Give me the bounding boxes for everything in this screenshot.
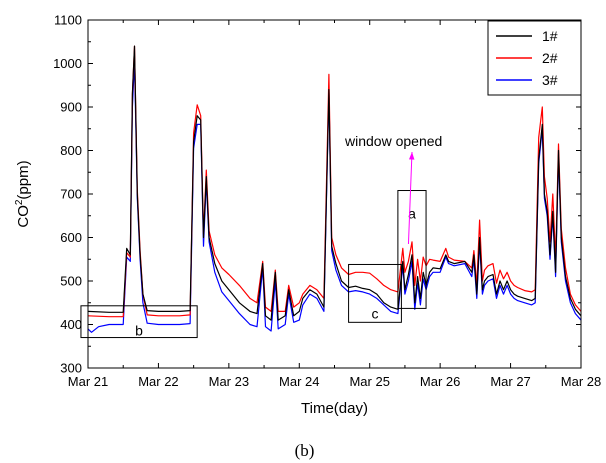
x-tick-label: Mar 28	[561, 374, 601, 389]
figure-caption: (b)	[295, 441, 315, 460]
y-axis-title: CO2(ppm)	[14, 160, 32, 227]
annotation-label-a: a	[408, 206, 416, 222]
x-tick-label: Mar 27	[490, 374, 530, 389]
annotation-box-c	[348, 263, 402, 323]
legend-label-1: 1#	[542, 28, 558, 44]
y-tick-label: 800	[60, 143, 82, 158]
y-tick-label: 1100	[54, 13, 82, 28]
y-tick-label: 300	[60, 361, 82, 376]
y-tick-label: 700	[60, 187, 82, 202]
x-tick-label: Mar 24	[279, 374, 319, 389]
series-line-3	[88, 60, 581, 333]
annotation-label-c: c	[371, 305, 378, 321]
legend-label-2: 2#	[542, 50, 558, 66]
y-tick-label: 500	[60, 274, 82, 289]
legend: 1# 2# 3#	[487, 20, 582, 96]
y-tick-label: 900	[60, 100, 82, 115]
y-axis-ticks: 300 400 500 600 700 800 900 1000 1100	[53, 13, 581, 376]
y-axis-title-base: CO	[15, 205, 32, 228]
y-tick-label: 400	[60, 317, 82, 332]
y-axis-title-unit: (ppm)	[15, 160, 32, 199]
window-opened-arrow	[407, 151, 413, 245]
annotation-box-b	[80, 305, 198, 339]
x-tick-label: Mar 26	[420, 374, 460, 389]
legend-label-3: 3#	[542, 72, 558, 88]
y-tick-label: 600	[60, 230, 82, 245]
x-axis-ticks: Mar 21 Mar 22 Mar 23 Mar 24 Mar 25 Mar 26 Mar …	[68, 20, 601, 389]
y-axis-title-superscript: 2	[14, 199, 25, 205]
y-tick-label: 1000	[53, 56, 82, 71]
annotation-label-b: b	[135, 323, 143, 339]
x-axis-title: Time(day)	[301, 400, 368, 417]
annotation-box-a	[397, 190, 427, 309]
x-tick-label: Mar 21	[68, 374, 108, 389]
x-tick-label: Mar 22	[138, 374, 178, 389]
window-opened-arrowhead	[408, 152, 415, 160]
x-tick-label: Mar 23	[209, 374, 249, 389]
x-tick-label: Mar 25	[349, 374, 389, 389]
series-line-1	[88, 45, 581, 321]
annotations: a b c window opened	[80, 133, 442, 339]
window-opened-label: window opened	[344, 133, 442, 149]
plot-content	[88, 45, 581, 333]
